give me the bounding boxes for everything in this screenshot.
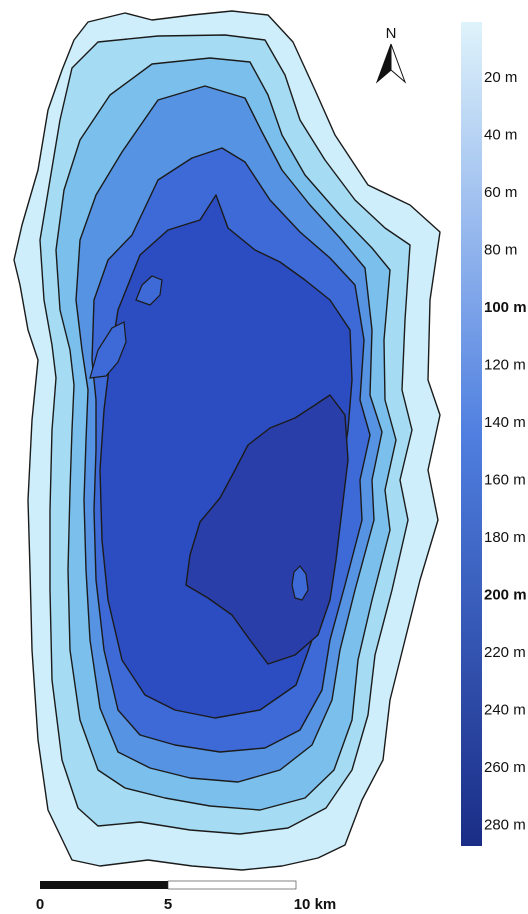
depth-legend-label: 120 m xyxy=(484,357,526,374)
scale-bar-label-10: 10 km xyxy=(294,896,337,913)
north-arrow-left-half xyxy=(375,43,392,84)
depth-legend-label: 80 m xyxy=(484,242,517,259)
depth-legend-colorbar xyxy=(461,22,482,846)
lake-zone-deep xyxy=(185,394,349,665)
depth-legend-label: 140 m xyxy=(484,414,526,431)
scale-bar-label-5: 5 xyxy=(164,896,172,913)
depth-legend: 20 m 40 m 60 m 80 m 100 m 120 m 140 m 160 m 180 … xyxy=(461,22,527,846)
depth-legend-label: 40 m xyxy=(484,127,517,144)
depth-legend-label: 260 m xyxy=(484,759,526,776)
depth-legend-label: 100 m xyxy=(484,299,527,316)
depth-legend-label: 200 m xyxy=(484,587,527,604)
depth-legend-label: 20 m xyxy=(484,69,517,86)
lake-shoal-west xyxy=(89,321,127,379)
scale-bar-segment-5-10 xyxy=(167,880,297,890)
depth-legend-labels: 20 m 40 m 60 m 80 m 100 m 120 m 140 m 160 m 180 … xyxy=(484,69,527,834)
lake xyxy=(13,10,441,871)
depth-legend-label: 240 m xyxy=(484,702,526,719)
north-arrow-label: N xyxy=(386,25,397,42)
depth-legend-label: 60 m xyxy=(484,184,517,201)
north-arrow: N xyxy=(375,25,407,84)
lake-shoal-island xyxy=(291,565,309,601)
scale-bar: 0 5 10 km xyxy=(36,880,337,913)
depth-legend-label: 280 m xyxy=(484,817,526,834)
scale-bar-label-0: 0 xyxy=(36,896,44,913)
depth-legend-label: 160 m xyxy=(484,472,526,489)
scale-bar-segment-0-5 xyxy=(40,881,168,889)
depth-legend-label: 180 m xyxy=(484,529,526,546)
lake-shoal-north xyxy=(135,275,163,306)
north-arrow-right-half xyxy=(390,43,407,84)
depth-legend-label: 220 m xyxy=(484,644,526,661)
